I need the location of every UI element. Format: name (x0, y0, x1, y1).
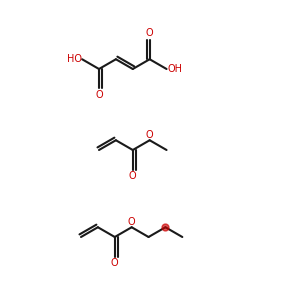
Text: HO: HO (67, 54, 82, 64)
Text: O: O (146, 28, 154, 38)
Text: O: O (129, 171, 136, 181)
Text: OH: OH (167, 64, 182, 74)
Text: O: O (111, 258, 118, 268)
Text: O: O (128, 217, 136, 227)
Text: O: O (95, 90, 103, 100)
Text: O: O (146, 130, 154, 140)
